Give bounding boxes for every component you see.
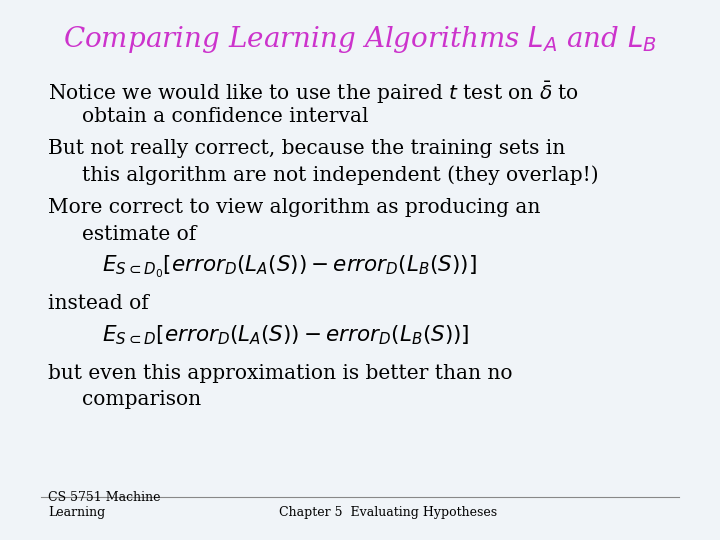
Text: estimate of: estimate of	[82, 225, 196, 244]
Text: but even this approximation is better than no: but even this approximation is better th…	[48, 363, 513, 382]
Text: comparison: comparison	[82, 390, 201, 409]
Text: Notice we would like to use the paired $t$ test on $\bar{\delta}$ to: Notice we would like to use the paired $…	[48, 80, 579, 106]
Text: Comparing Learning Algorithms $L_A$ and $L_B$: Comparing Learning Algorithms $L_A$ and …	[63, 24, 657, 55]
Text: $E_{S \subset D_0}[error_D(L_A(S)) - error_D(L_B(S))]$: $E_{S \subset D_0}[error_D(L_A(S)) - err…	[102, 254, 477, 280]
Text: CS 5751 Machine
Learning: CS 5751 Machine Learning	[48, 490, 161, 518]
Text: this algorithm are not independent (they overlap!): this algorithm are not independent (they…	[82, 166, 598, 185]
Text: obtain a confidence interval: obtain a confidence interval	[82, 107, 369, 126]
Text: More correct to view algorithm as producing an: More correct to view algorithm as produc…	[48, 198, 540, 217]
Text: But not really correct, because the training sets in: But not really correct, because the trai…	[48, 139, 565, 158]
Text: instead of: instead of	[48, 294, 148, 313]
Text: Chapter 5  Evaluating Hypotheses: Chapter 5 Evaluating Hypotheses	[279, 505, 497, 518]
Text: $E_{S \subset D}[error_D(L_A(S)) - error_D(L_B(S))]$: $E_{S \subset D}[error_D(L_A(S)) - error…	[102, 323, 469, 347]
